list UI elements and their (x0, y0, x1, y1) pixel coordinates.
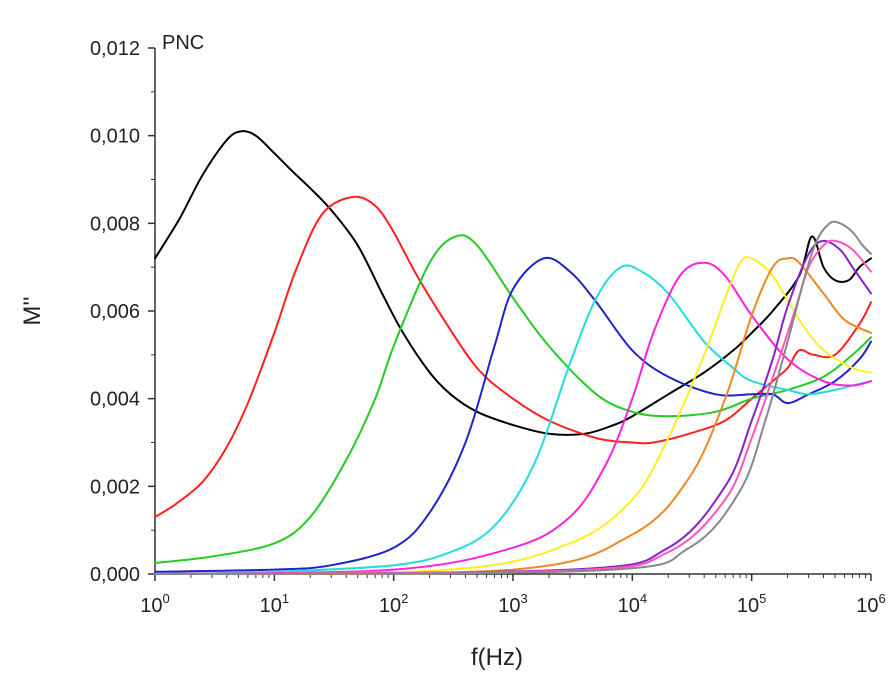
y-tick-label: 0,010 (90, 126, 140, 148)
y-tick-label: 0,008 (90, 213, 140, 235)
series-line-2 (154, 195, 872, 518)
x-tick-label: 100 (140, 591, 169, 617)
y-tick-label: 0,006 (90, 301, 140, 323)
ticks: 100 101 102 103 104 105 106 0,000 0,002 0,004 0,00… (90, 38, 886, 617)
series-line-4 (154, 256, 872, 573)
series-line-6 (154, 261, 872, 575)
y-tick-label: 0,002 (90, 476, 140, 498)
y-tick-label: 0,012 (90, 38, 140, 60)
x-tick-label: 103 (498, 591, 527, 617)
series-line-11 (154, 220, 872, 575)
x-tick-label: 102 (379, 591, 408, 617)
y-tick-label: 0,004 (90, 389, 140, 411)
x-axis-title: f(Hz) (471, 644, 523, 671)
series-group (154, 130, 872, 576)
chart-annotation: PNC (162, 32, 204, 54)
y-axis-title: M'' (19, 296, 46, 325)
x-tick-label: 105 (737, 591, 766, 617)
series-line-7 (154, 256, 872, 575)
series-line-8 (154, 256, 872, 576)
x-tick-label: 106 (856, 591, 885, 617)
series-line-5 (154, 264, 872, 575)
y-tick-label: 0,000 (90, 564, 140, 586)
axes (154, 48, 871, 575)
x-tick-label: 101 (260, 591, 289, 617)
series-line-1 (154, 130, 872, 436)
x-tick-label: 104 (618, 591, 647, 617)
